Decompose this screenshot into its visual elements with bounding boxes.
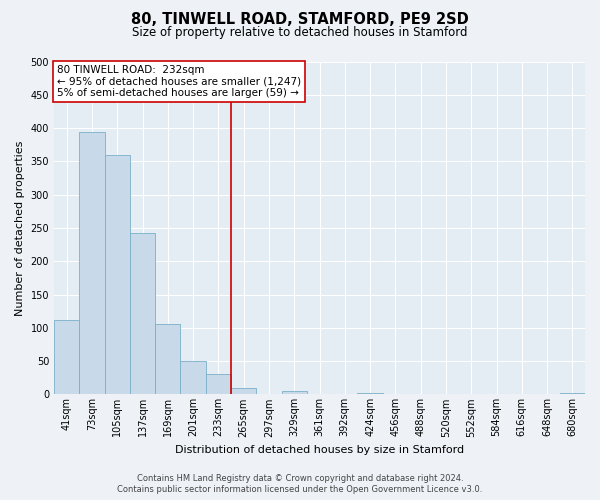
Bar (79, 132, 104, 394)
Bar (206, 374, 231, 394)
Text: Contains HM Land Registry data © Crown copyright and database right 2024.
Contai: Contains HM Land Registry data © Crown c… (118, 474, 482, 494)
Y-axis label: Number of detached properties: Number of detached properties (15, 140, 25, 316)
Bar (560, 393, 585, 394)
X-axis label: Distribution of detached houses by size in Stamford: Distribution of detached houses by size … (175, 445, 464, 455)
Text: Size of property relative to detached houses in Stamford: Size of property relative to detached ho… (132, 26, 468, 39)
Bar (231, 388, 256, 394)
Bar (130, 232, 155, 394)
Bar (54, 320, 79, 394)
Bar (281, 391, 307, 394)
Bar (358, 393, 383, 394)
Bar (104, 154, 130, 394)
Bar (155, 324, 181, 394)
Text: 80 TINWELL ROAD:  232sqm
← 95% of detached houses are smaller (1,247)
5% of semi: 80 TINWELL ROAD: 232sqm ← 95% of detache… (56, 65, 301, 98)
Text: 80, TINWELL ROAD, STAMFORD, PE9 2SD: 80, TINWELL ROAD, STAMFORD, PE9 2SD (131, 12, 469, 28)
Bar (181, 361, 206, 394)
